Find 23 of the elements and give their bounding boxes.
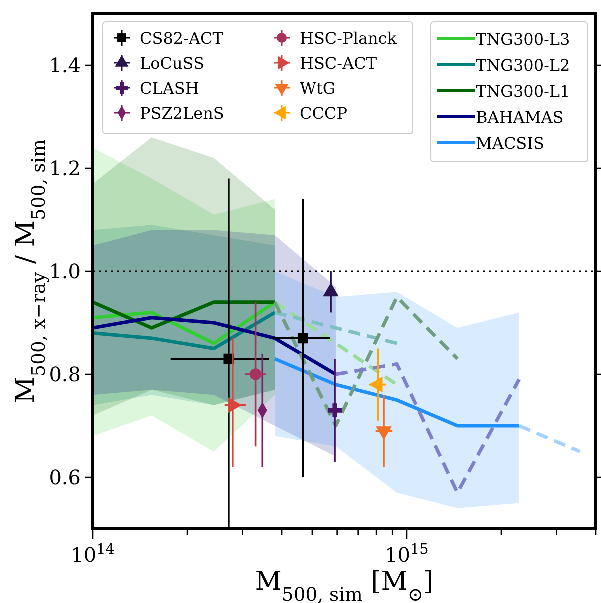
legend-label: WtG bbox=[300, 79, 336, 98]
y-tick-label: 0.8 bbox=[49, 362, 81, 386]
legend-label: BAHAMAS bbox=[476, 108, 564, 127]
legend-label: CS82-ACT bbox=[140, 29, 224, 48]
legend-label: TNG300-L3 bbox=[476, 30, 570, 49]
legend-label: LoCuSS bbox=[140, 54, 204, 73]
y-tick-label: 1.4 bbox=[49, 54, 81, 78]
x-tick-label: 10$^{15}$ bbox=[385, 542, 429, 567]
legend-label: TNG300-L2 bbox=[476, 56, 570, 75]
legend-label: HSC-ACT bbox=[300, 54, 378, 73]
legend-label: TNG300-L1 bbox=[476, 82, 570, 101]
legend-label: PSZ2LenS bbox=[140, 104, 224, 123]
legend-label: CLASH bbox=[140, 79, 200, 98]
y-tick-label: 1.0 bbox=[49, 260, 81, 284]
y-tick-label: 0.6 bbox=[49, 466, 81, 490]
x-axis-title: M$_{500, sim}$ [M$_{⊙}$] bbox=[255, 567, 434, 603]
x-tick-label: 10$^{14}$ bbox=[71, 542, 115, 567]
line-series bbox=[273, 296, 460, 428]
legend-label: MACSIS bbox=[476, 134, 544, 153]
legend-label: HSC-Planck bbox=[300, 29, 398, 48]
legend-label: CCCP bbox=[300, 104, 348, 123]
line-series bbox=[273, 357, 522, 428]
y-tick-label: 1.2 bbox=[49, 156, 81, 180]
